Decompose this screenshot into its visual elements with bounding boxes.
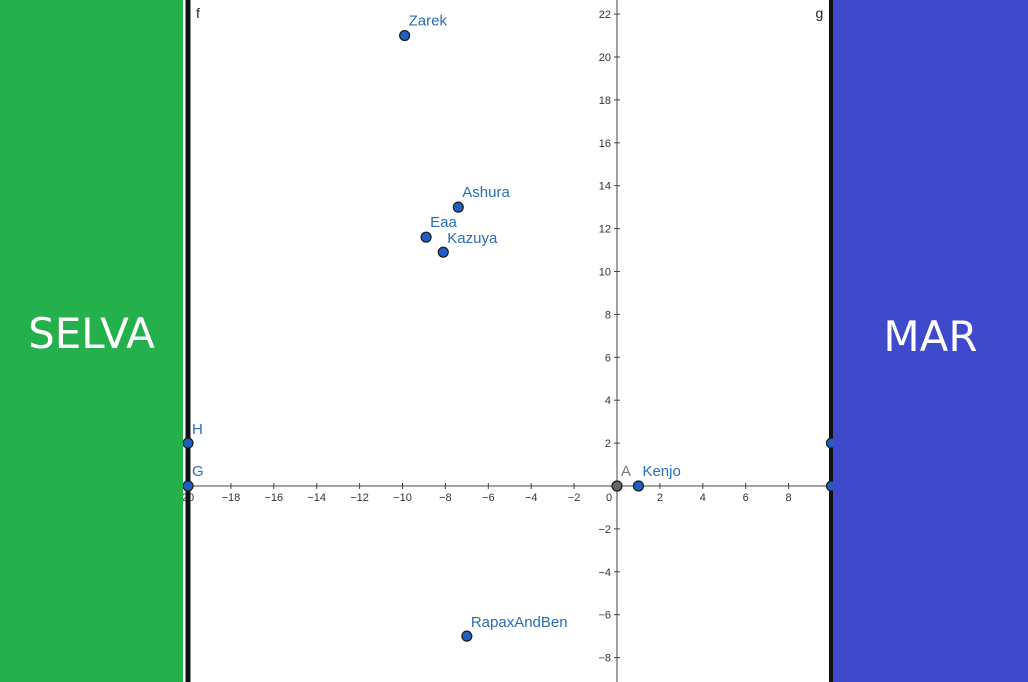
mar-region: MAR [833, 0, 1028, 682]
point-label: Kazuya [447, 230, 498, 247]
y-tick-label: 4 [605, 395, 611, 407]
selva-region: SELVA [0, 0, 183, 682]
y-tick-label: 18 [599, 95, 611, 107]
y-tick-label: 8 [605, 309, 611, 321]
y-tick-label: −4 [598, 567, 611, 579]
data-point[interactable] [452, 201, 464, 213]
data-point[interactable] [399, 29, 411, 42]
y-tick-label: 2 [605, 438, 611, 450]
data-point[interactable] [611, 480, 623, 492]
data-point[interactable] [182, 480, 194, 492]
data-point[interactable] [182, 437, 194, 449]
y-tick-label: 12 [599, 224, 611, 236]
y-tick-label: 10 [599, 267, 611, 279]
point-label: H [192, 421, 203, 438]
y-tick-label: 20 [599, 52, 611, 64]
data-point[interactable] [420, 231, 432, 243]
x-tick-label: 0 [606, 492, 612, 504]
point-label: A [621, 463, 631, 480]
y-tick-label: −6 [598, 610, 611, 622]
x-tick-label: −6 [482, 492, 495, 504]
x-tick-label: 4 [700, 492, 706, 504]
point-label: Ashura [462, 184, 510, 201]
data-point[interactable] [437, 246, 449, 258]
y-tick-label: 22 [599, 9, 611, 21]
data-point[interactable] [632, 480, 645, 492]
point-label: RapaxAndBen [471, 614, 568, 631]
y-tick-label: 16 [599, 138, 611, 150]
x-tick-label: −2 [568, 492, 581, 504]
x-tick-label: −12 [350, 492, 369, 504]
y-tick-label: 14 [599, 181, 611, 193]
point-label: Zarek [409, 13, 448, 30]
mar-label: MAR [883, 311, 978, 361]
x-tick-label: 6 [743, 492, 749, 504]
point-label: G [192, 463, 204, 480]
y-tick-label: −8 [598, 653, 611, 665]
x-tick-label: 2 [657, 492, 663, 504]
point-label: Kenjo [642, 463, 680, 480]
data-point[interactable] [461, 630, 473, 642]
x-tick-label: −16 [264, 492, 283, 504]
x-tick-label: −18 [222, 492, 241, 504]
line-label-g: g [816, 5, 824, 21]
x-tick-label: −14 [307, 492, 326, 504]
selva-label: SELVA [28, 308, 155, 358]
x-tick-label: −8 [439, 492, 452, 504]
point-label: Eaa [430, 214, 457, 231]
x-tick-label: 8 [786, 492, 792, 504]
y-tick-label: −2 [598, 524, 611, 536]
x-tick-label: −10 [393, 492, 412, 504]
line-label-f: f [196, 5, 200, 21]
x-tick-label: −4 [525, 492, 538, 504]
y-tick-label: 6 [605, 352, 611, 364]
